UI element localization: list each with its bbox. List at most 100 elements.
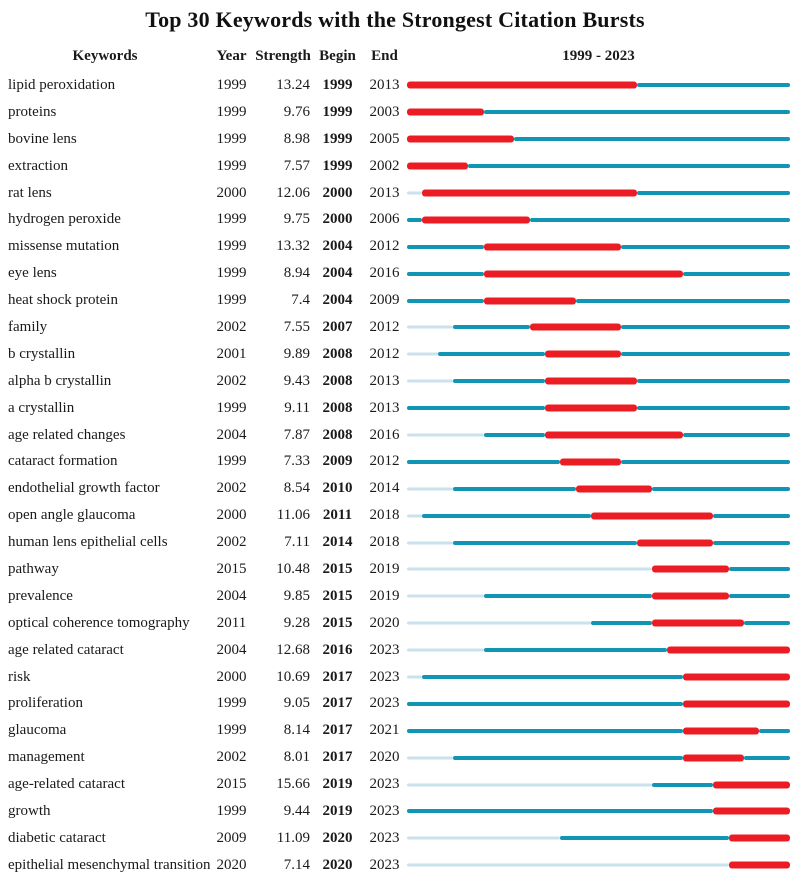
bar-inactive-segment [407, 191, 423, 195]
bar-active-post-segment [575, 298, 790, 303]
bar-active-post-segment [713, 540, 790, 545]
timeline-bar [407, 556, 790, 583]
keyword-cell: proteins [8, 103, 57, 120]
year-cell: 1999 [216, 211, 247, 228]
end-cell: 2020 [369, 614, 400, 631]
bar-burst-segment [544, 431, 683, 439]
begin-cell: 2014 [322, 534, 353, 551]
timeline-bar [407, 287, 790, 314]
bar-active-pre-segment [652, 782, 714, 787]
bar-active-pre-segment [560, 836, 729, 841]
bar-active-pre-segment [407, 809, 714, 814]
timeline-bar [407, 368, 790, 395]
keyword-cell: rat lens [8, 184, 52, 201]
year-cell: 2002 [216, 318, 247, 335]
year-cell: 2015 [216, 560, 247, 577]
strength-cell: 9.75 [283, 211, 310, 228]
year-cell: 2002 [216, 749, 247, 766]
end-cell: 2003 [369, 103, 400, 120]
table-row: endothelial growth factor 2002 8.54 2010… [0, 475, 790, 502]
bar-inactive-segment [407, 863, 729, 867]
timeline-bar [407, 233, 790, 260]
bar-inactive-segment [407, 836, 561, 840]
end-cell: 2006 [369, 211, 400, 228]
begin-cell: 2000 [322, 184, 353, 201]
keyword-cell: glaucoma [8, 722, 67, 739]
bar-active-post-segment [621, 325, 790, 330]
bar-active-post-segment [514, 137, 790, 142]
bar-inactive-segment [407, 594, 484, 598]
strength-cell: 9.76 [283, 103, 310, 120]
begin-cell: 2009 [322, 453, 353, 470]
year-cell: 1999 [216, 103, 247, 120]
table-row: growth 1999 9.44 2019 2023 [0, 798, 790, 825]
end-cell: 2021 [369, 722, 400, 739]
timeline-bar [407, 610, 790, 637]
table-row: age related cataract 2004 12.68 2016 202… [0, 637, 790, 664]
bar-active-pre-segment [452, 755, 683, 760]
keyword-cell: management [8, 749, 85, 766]
timeline-bar [407, 206, 790, 233]
strength-cell: 8.94 [283, 265, 310, 282]
end-cell: 2002 [369, 157, 400, 174]
begin-cell: 2017 [322, 668, 353, 685]
timeline-bar [407, 395, 790, 422]
timeline-bar [407, 502, 790, 529]
year-cell: 1999 [216, 157, 247, 174]
timeline-bar [407, 475, 790, 502]
timeline-bar [407, 448, 790, 475]
begin-cell: 2008 [322, 399, 353, 416]
strength-cell: 9.43 [283, 372, 310, 389]
bar-burst-segment [544, 404, 637, 412]
begin-cell: 2019 [322, 776, 353, 793]
table-row: optical coherence tomography 2011 9.28 2… [0, 610, 790, 637]
table-row: cataract formation 1999 7.33 2009 2012 [0, 448, 790, 475]
end-cell: 2013 [369, 399, 400, 416]
begin-cell: 2004 [322, 265, 353, 282]
keyword-cell: optical coherence tomography [8, 614, 190, 631]
column-header-timeline-range: 1999 - 2023 [562, 48, 635, 64]
bar-active-pre-segment [407, 271, 484, 276]
begin-cell: 2017 [322, 722, 353, 739]
bar-burst-segment [652, 565, 729, 573]
bar-inactive-segment [407, 675, 423, 679]
bar-burst-segment [422, 216, 530, 224]
end-cell: 2023 [369, 668, 400, 685]
strength-cell: 7.57 [283, 157, 310, 174]
timeline-bar [407, 422, 790, 449]
timeline-bar [407, 771, 790, 798]
end-cell: 2020 [369, 749, 400, 766]
bar-burst-segment [713, 807, 790, 815]
keyword-cell: family [8, 318, 48, 335]
bar-burst-segment [407, 108, 484, 116]
timeline-bar [407, 664, 790, 691]
strength-cell: 12.06 [276, 184, 310, 201]
strength-cell: 8.54 [283, 480, 310, 497]
keyword-cell: heat shock protein [8, 292, 118, 309]
bar-active-pre-segment [407, 244, 484, 249]
bar-inactive-segment [407, 487, 453, 491]
table-row: proteins 1999 9.76 1999 2003 [0, 99, 790, 126]
table-row: pathway 2015 10.48 2015 2019 [0, 556, 790, 583]
bar-active-post-segment [636, 191, 790, 195]
begin-cell: 2004 [322, 292, 353, 309]
bar-active-pre-segment [407, 406, 545, 411]
table-row: glaucoma 1999 8.14 2017 2021 [0, 717, 790, 744]
begin-cell: 2008 [322, 372, 353, 389]
year-cell: 2004 [216, 587, 247, 604]
bar-inactive-segment [407, 621, 591, 625]
year-cell: 2020 [216, 856, 247, 873]
bar-burst-segment [407, 135, 515, 143]
strength-cell: 15.66 [276, 776, 310, 793]
begin-cell: 2000 [322, 211, 353, 228]
bar-active-post-segment [529, 217, 790, 222]
bar-active-pre-segment [452, 486, 576, 491]
bar-burst-segment [529, 323, 622, 331]
year-cell: 2002 [216, 372, 247, 389]
keyword-cell: bovine lens [8, 130, 77, 147]
year-cell: 1999 [216, 453, 247, 470]
column-header-keywords: Keywords [72, 48, 138, 64]
table-row: proliferation 1999 9.05 2017 2023 [0, 690, 790, 717]
strength-cell: 11.06 [276, 507, 310, 524]
